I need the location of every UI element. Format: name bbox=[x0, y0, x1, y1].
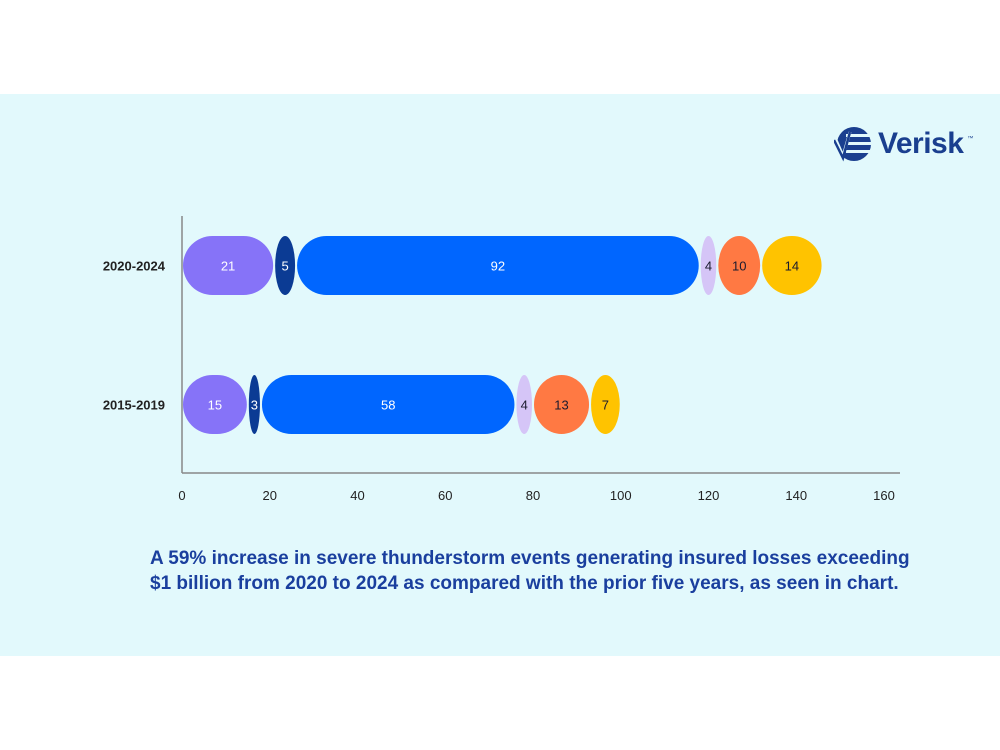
category-label: 2015-2019 bbox=[103, 398, 165, 413]
bar-segment bbox=[718, 236, 761, 295]
x-tick-label: 20 bbox=[263, 488, 277, 503]
x-tick-label: 0 bbox=[178, 488, 185, 503]
data-label: 21 bbox=[221, 259, 235, 274]
caption-line-1: A 59% increase in severe thunderstorm ev… bbox=[150, 548, 910, 569]
data-label: 58 bbox=[381, 398, 395, 413]
data-label: 5 bbox=[281, 259, 288, 274]
x-tick-label: 80 bbox=[526, 488, 540, 503]
data-label: 4 bbox=[521, 398, 528, 413]
chart-caption: A 59% increase in severe thunderstorm ev… bbox=[150, 546, 910, 596]
data-label: 92 bbox=[491, 259, 505, 274]
logo-wordmark: Verisk bbox=[878, 127, 964, 160]
bar-segment bbox=[183, 236, 274, 295]
bar-segment bbox=[700, 236, 717, 295]
data-label: 3 bbox=[251, 398, 258, 413]
bar-segment bbox=[762, 236, 822, 295]
bar-segment bbox=[261, 375, 515, 434]
bar-segment bbox=[534, 375, 590, 434]
data-label: 15 bbox=[208, 398, 222, 413]
verisk-logo-icon bbox=[834, 127, 874, 162]
chart-panel bbox=[0, 94, 1000, 656]
x-tick-label: 40 bbox=[350, 488, 364, 503]
bar-segment bbox=[297, 236, 699, 295]
x-tick-label: 140 bbox=[785, 488, 807, 503]
bar-segment bbox=[248, 375, 260, 434]
data-label: 4 bbox=[705, 259, 712, 274]
bar-segment bbox=[516, 375, 532, 434]
data-label: 14 bbox=[785, 259, 799, 274]
x-tick-label: 60 bbox=[438, 488, 452, 503]
x-tick-label: 120 bbox=[698, 488, 720, 503]
data-label: 10 bbox=[732, 259, 746, 274]
x-tick-label: 160 bbox=[873, 488, 895, 503]
logo-trademark: ™ bbox=[967, 136, 974, 142]
x-tick-label: 100 bbox=[610, 488, 632, 503]
bar-segment bbox=[275, 236, 296, 295]
caption-line-2: $1 billion from 2020 to 2024 as compared… bbox=[150, 573, 899, 594]
verisk-logo: Verisk ™ bbox=[834, 126, 973, 162]
bar-segment bbox=[183, 375, 247, 434]
data-label: 7 bbox=[602, 398, 609, 413]
bar-segment bbox=[591, 375, 620, 434]
data-label: 13 bbox=[554, 398, 568, 413]
category-label: 2020-2024 bbox=[103, 259, 166, 274]
